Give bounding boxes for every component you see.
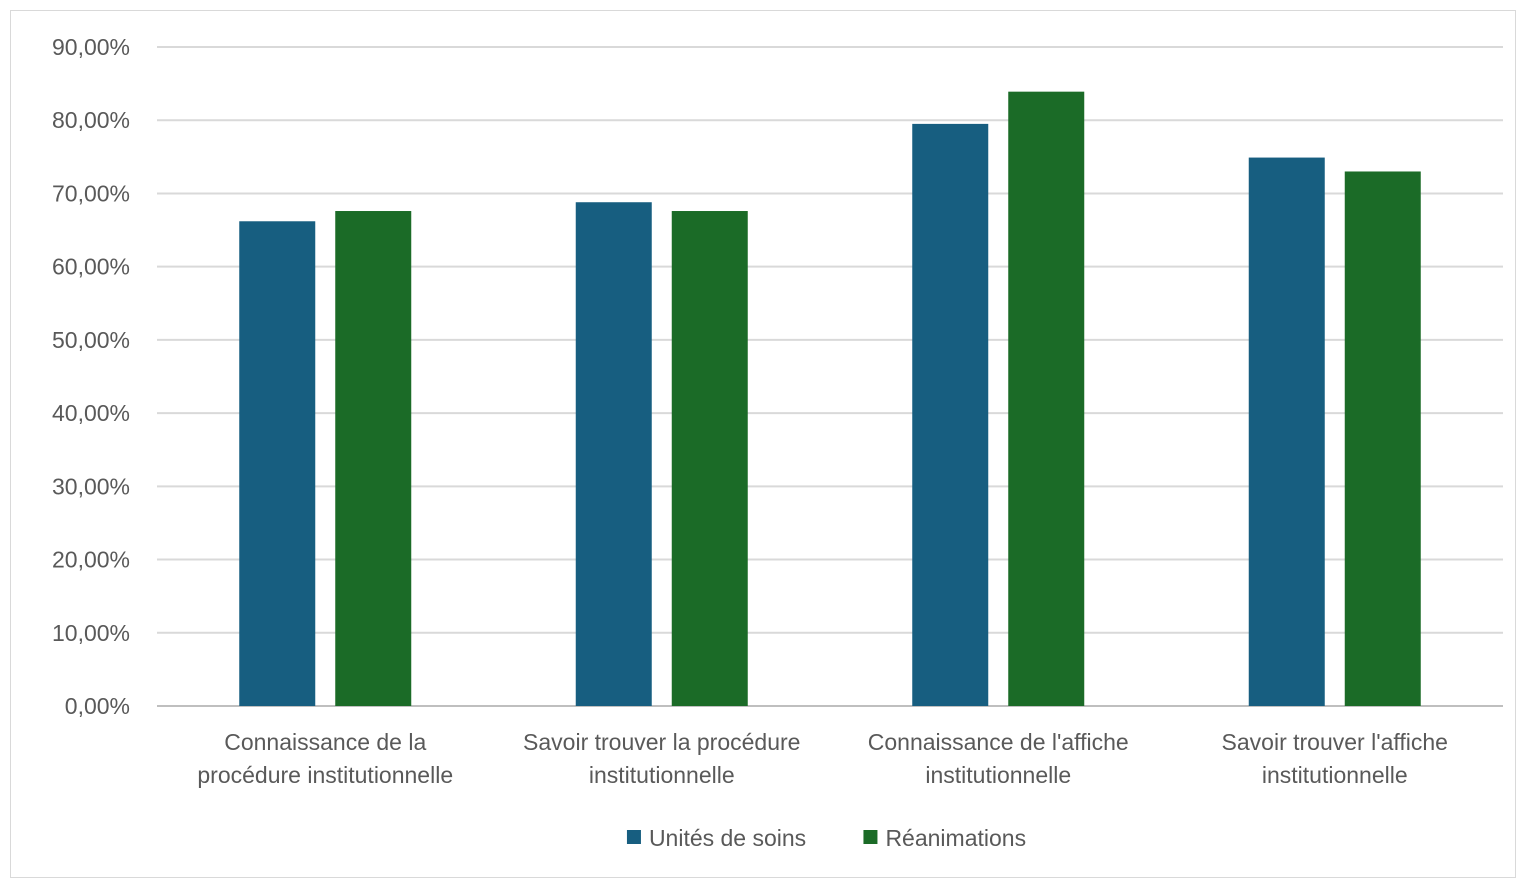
bar-unites-de-soins [575,202,652,706]
y-tick-label: 70,00% [52,180,130,206]
legend-label: Unités de soins [649,825,806,851]
y-axis-ticks: 0,00% 10,00% 20,00% 30,00% 40,00% 50,00% 60,00… [52,34,130,719]
y-tick-label: 40,00% [52,400,130,426]
x-category-label: Savoir trouver l'affiche [1222,729,1448,755]
legend: Unités de soins Réanimations [626,825,1026,851]
bar-reanimations [1344,171,1421,706]
y-tick-label: 10,00% [52,620,130,646]
y-tick-label: 50,00% [52,327,130,353]
x-category-label: Connaissance de l'affiche [868,729,1129,755]
bar-unites-de-soins [239,221,316,706]
legend-swatch [863,830,878,844]
y-tick-label: 90,00% [52,34,130,60]
y-tick-label: 80,00% [52,107,130,133]
bar-reanimations [671,211,748,707]
x-category-label: institutionnelle [589,762,735,788]
legend-label: Réanimations [885,825,1026,851]
bars [239,91,1421,707]
x-category-label: institutionnelle [925,762,1071,788]
legend-swatch [626,830,641,844]
y-tick-label: 0,00% [65,693,130,719]
bar-unites-de-soins [912,123,989,707]
y-tick-label: 30,00% [52,473,130,499]
x-category-label: Savoir trouver la procédure [523,729,800,755]
x-category-label: institutionnelle [1262,762,1408,788]
y-tick-label: 20,00% [52,547,130,573]
y-tick-label: 60,00% [52,254,130,280]
x-category-label: procédure institutionnelle [197,762,453,788]
bar-unites-de-soins [1248,157,1325,706]
x-axis-labels: Connaissance de la procédure institutionn… [197,729,1448,788]
bar-reanimations [335,211,412,707]
x-category-label: Connaissance de la [224,729,426,755]
bar-reanimations [1008,91,1085,707]
